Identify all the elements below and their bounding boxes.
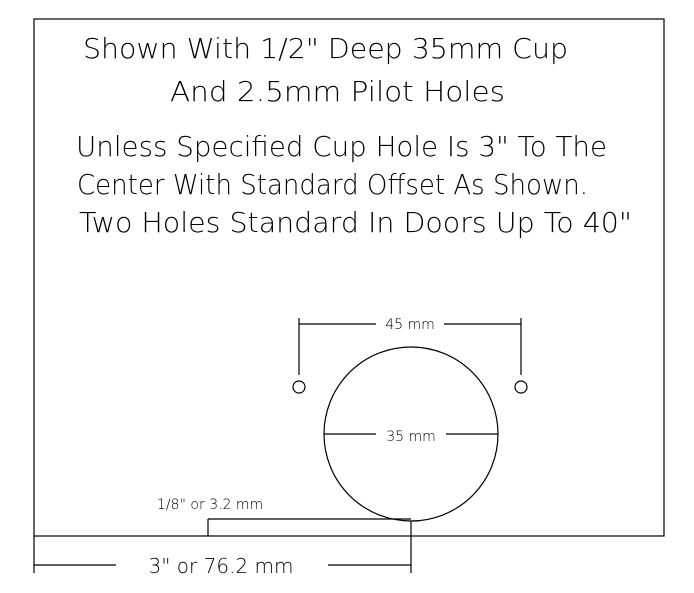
edge-offset-label: 1/8" or 3.2 mm (157, 497, 263, 513)
note-line-1: Unless Specified Cup Hole Is 3" To The (76, 130, 607, 163)
center-distance-label: 3" or 76.2 mm (149, 554, 294, 578)
note-line-2: Center With Standard Offset As Shown. (77, 168, 588, 201)
center-distance-label-gap (116, 553, 328, 577)
pilot-spacing-label-gap (376, 314, 444, 334)
door-panel-outline (33, 18, 665, 537)
cup-diameter-label-gap (376, 425, 446, 445)
cup-diameter-label: 35 mm (386, 429, 436, 445)
pilot-hole-right (514, 380, 528, 394)
pilot-spacing-label: 45 mm (385, 317, 435, 333)
heading-line-2: And 2.5mm Pilot Holes (170, 75, 505, 108)
pilot-hole-left (292, 380, 306, 394)
note-line-3: Two Holes Standard In Doors Up To 40" (79, 206, 632, 239)
heading-line-1: Shown With 1/2" Deep 35mm Cup (83, 32, 568, 65)
